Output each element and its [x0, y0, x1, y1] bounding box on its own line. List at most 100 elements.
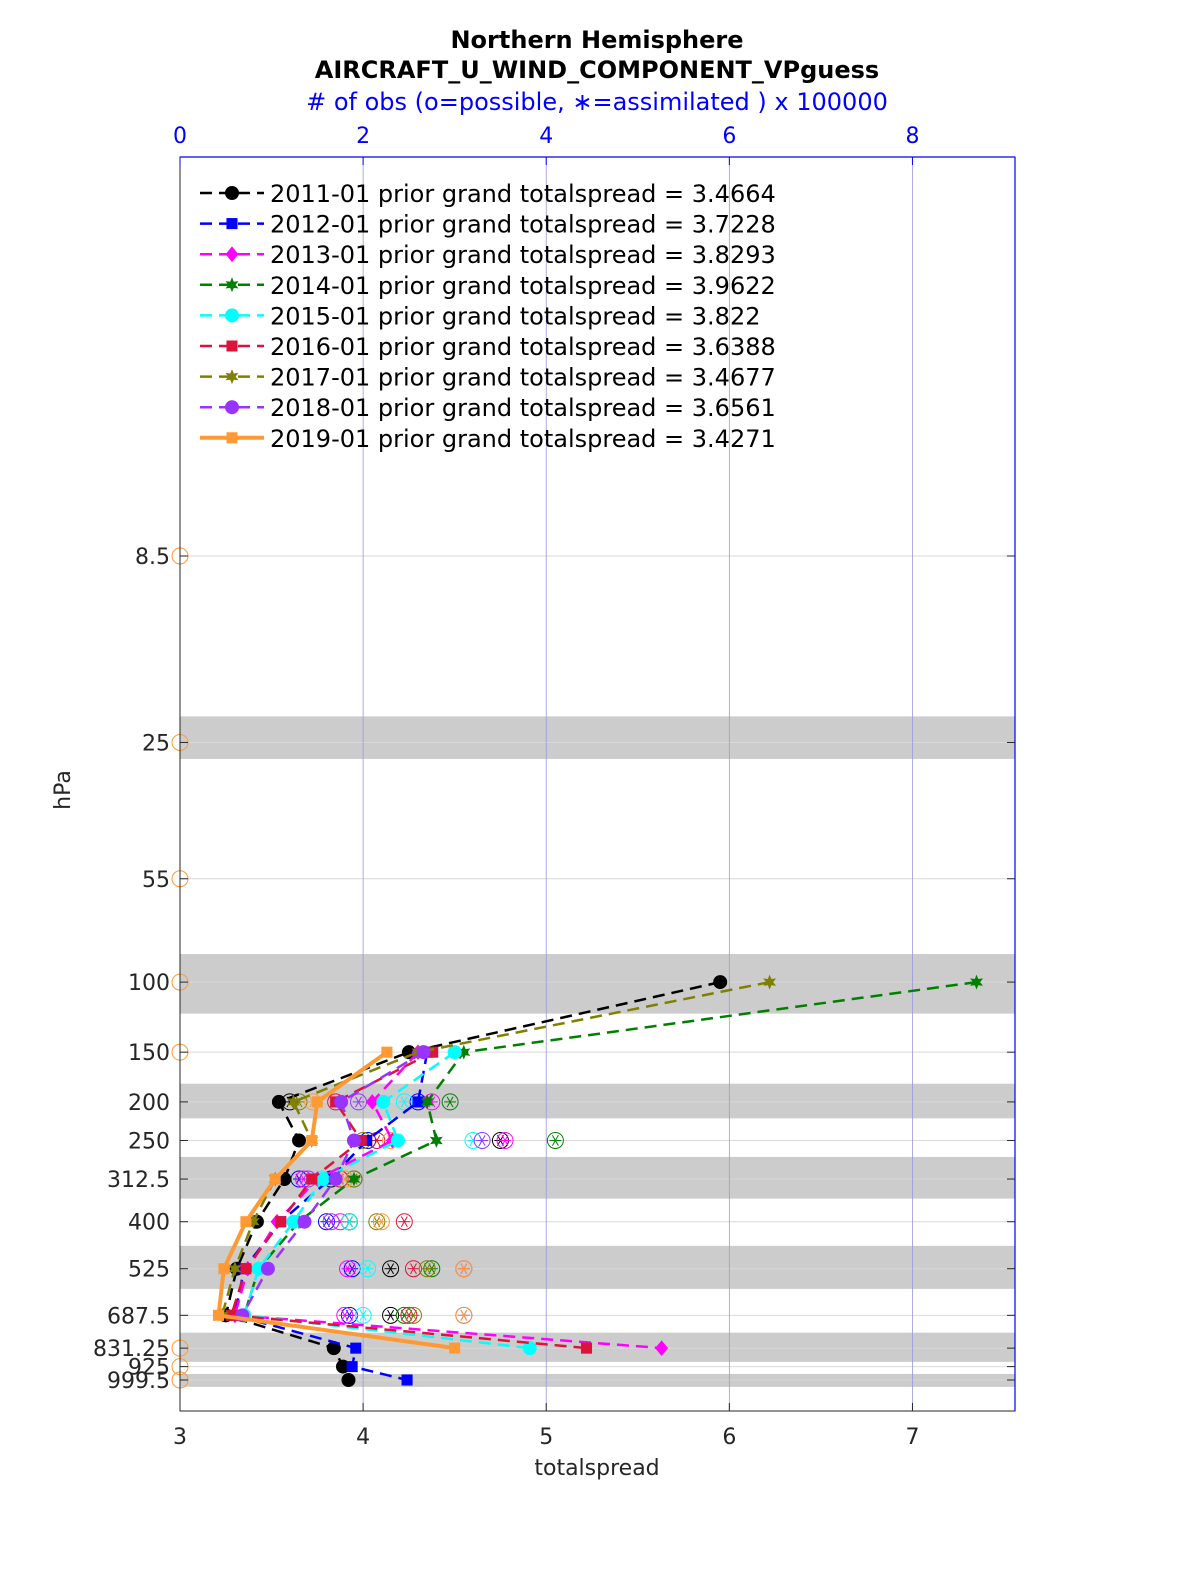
obs-possible-marker	[395, 1093, 413, 1111]
series-point	[970, 974, 983, 990]
y-tick-label: 25	[142, 731, 170, 756]
shaded-bands	[180, 716, 1015, 1387]
y-tick-label: 687.5	[107, 1304, 170, 1329]
obs-assimilated-marker	[444, 1096, 457, 1108]
obs-assimilated-marker	[407, 1309, 420, 1321]
obs-assimilated-stroke	[423, 1263, 431, 1275]
legend-entry: 2013-01 prior grand totalspread = 3.8293	[200, 241, 776, 269]
legend-entry: 2019-01 prior grand totalspread = 3.4271	[200, 425, 776, 453]
series-point	[218, 1263, 230, 1275]
obs-possible-marker	[340, 1213, 358, 1231]
legend-label: 2015-01 prior grand totalspread = 3.822	[270, 302, 760, 330]
top-x-tick-label: 0	[173, 124, 187, 149]
obs-possible-marker	[473, 1131, 491, 1149]
legend-label: 2013-01 prior grand totalspread = 3.8293	[270, 241, 776, 269]
obs-assimilated-stroke	[387, 1263, 395, 1275]
obs-assimilated-marker	[343, 1216, 356, 1228]
obs-possible-marker	[336, 1306, 354, 1324]
legend-entry: 2017-01 prior grand totalspread = 3.4677	[200, 364, 776, 392]
obs-possible-marker	[455, 1306, 473, 1324]
obs-assimilated-marker	[407, 1263, 420, 1275]
obs-assimilated-stroke	[400, 1216, 408, 1228]
series	[212, 1046, 461, 1354]
obs-assimilated-stroke	[327, 1216, 335, 1228]
legend-entry: 2014-01 prior grand totalspread = 3.9622	[200, 272, 776, 300]
series-point	[306, 1134, 318, 1146]
obs-assimilated-marker	[341, 1263, 354, 1275]
y-axis-label: hPa	[51, 770, 76, 810]
series-point	[522, 1341, 537, 1356]
legend-marker	[225, 400, 239, 415]
legend-label: 2019-01 prior grand totalspread = 3.4271	[270, 425, 776, 453]
y-tick-label: 8.5	[135, 545, 170, 570]
obs-assimilated-marker	[352, 1096, 365, 1108]
series-point	[346, 1361, 358, 1373]
obs-assimilated-marker	[375, 1216, 388, 1228]
legend-marker	[226, 218, 238, 230]
x-tick-label: 7	[905, 1425, 919, 1450]
series-point	[350, 1342, 362, 1354]
series-line	[216, 1050, 455, 1351]
obs-assimilated-marker	[421, 1263, 434, 1275]
top-x-tick-label: 6	[722, 124, 736, 149]
obs-assimilated-stroke	[344, 1263, 351, 1275]
legend-label: 2012-01 prior grand totalspread = 3.7228	[270, 211, 776, 239]
series	[235, 1045, 431, 1323]
obs-assimilated-stroke	[410, 1263, 417, 1275]
obs-possible-marker	[359, 1260, 377, 1278]
obs-assimilated-stroke	[387, 1309, 395, 1321]
obs-assimilated-stroke	[478, 1135, 486, 1146]
series-point	[381, 1046, 393, 1058]
series-point	[355, 1134, 367, 1146]
legend-label: 2016-01 prior grand totalspread = 3.6388	[270, 333, 776, 361]
legend-entry: 2016-01 prior grand totalspread = 3.6388	[200, 333, 776, 361]
top-x-tick-label: 2	[356, 124, 370, 149]
series	[237, 1045, 537, 1356]
series-point	[240, 1216, 252, 1228]
shaded-band	[180, 1245, 1015, 1289]
legend-label: 2011-01 prior grand totalspread = 3.4664	[270, 180, 776, 208]
obs-possible-marker	[339, 1260, 357, 1278]
chart-subtitle: AIRCRAFT_U_WIND_COMPONENT_VPguess	[315, 56, 879, 84]
shaded-band	[180, 716, 1015, 759]
series-point	[412, 1096, 424, 1108]
legend-marker	[225, 369, 239, 385]
series-point	[457, 1044, 471, 1060]
obs-assimilated-stroke	[400, 1096, 408, 1108]
axes: 3 4 5 6 7 0 2 4 6 8 8.5 25 55 100 150 200 250 312.5 400 525…	[93, 124, 1015, 1450]
legend-label: 2014-01 prior grand totalspread = 3.9622	[270, 272, 776, 300]
top-x-tick-label: 8	[905, 124, 919, 149]
top-axis-label: # of obs (o=possible, ∗=assimilated ) x …	[306, 88, 888, 116]
obs-assimilated-marker	[457, 1309, 470, 1321]
obs-assimilated-stroke	[364, 1263, 372, 1275]
series-point	[763, 974, 777, 990]
y-tick-label: 250	[128, 1129, 170, 1154]
series-point	[306, 1173, 318, 1185]
legend-marker	[225, 277, 239, 293]
obs-assimilated-stroke	[341, 1173, 349, 1185]
series-point	[447, 1045, 462, 1060]
obs-possible-marker	[372, 1213, 390, 1231]
series-point	[429, 1133, 443, 1148]
obs-possible-marker	[496, 1131, 514, 1149]
obs-possible-marker	[395, 1213, 413, 1231]
obs-assimilated-stroke	[377, 1216, 385, 1228]
series-point	[449, 1342, 461, 1354]
series-point	[328, 1172, 343, 1187]
obs-assimilated-marker	[357, 1309, 370, 1321]
x-tick-label: 6	[722, 1425, 736, 1450]
series-point	[376, 1094, 391, 1109]
legend-label: 2017-01 prior grand totalspread = 3.4677	[270, 364, 776, 392]
series-point	[297, 1214, 312, 1229]
series-point	[228, 1261, 242, 1277]
series-line	[242, 1051, 530, 1350]
chart-title: Northern Hemisphere	[450, 26, 743, 54]
obs-assimilated-stroke	[341, 1309, 349, 1321]
series-point	[311, 1096, 323, 1108]
obs-assimilated-marker	[370, 1135, 383, 1146]
obs-assimilated-marker	[549, 1135, 562, 1146]
y-tick-label: 150	[128, 1041, 170, 1066]
legend-marker	[225, 246, 239, 262]
y-tick-label: 200	[128, 1091, 170, 1116]
y-tick-label: 525	[128, 1258, 170, 1283]
